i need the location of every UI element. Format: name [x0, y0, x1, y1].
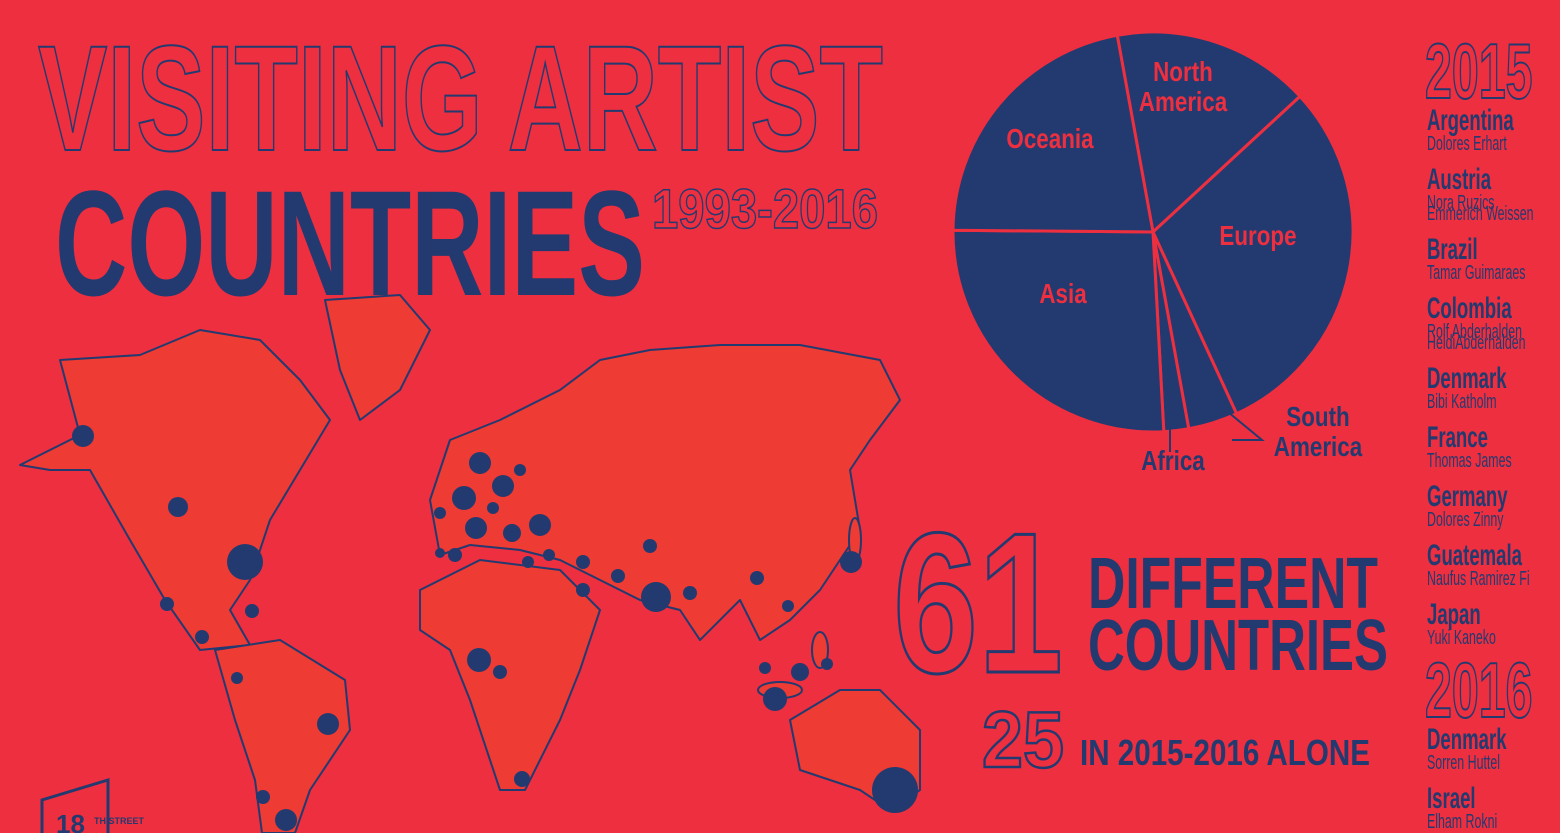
title-years: 1993-2016 [652, 177, 878, 240]
location-dot [611, 569, 625, 583]
title-line-1: VISITING ARTIST [38, 14, 883, 182]
pie-slice [951, 33, 1155, 234]
location-dot [160, 597, 174, 611]
location-dot [522, 556, 534, 568]
location-dot [763, 687, 787, 711]
artist-name: Elham Rokni [1427, 810, 1497, 833]
country-name: Austria [1427, 163, 1492, 197]
location-dot [452, 486, 476, 510]
location-dot [434, 507, 446, 519]
location-dot [195, 630, 209, 644]
africa [419, 559, 601, 791]
country-name: Guatemala [1427, 539, 1523, 573]
country-name: Denmark [1427, 723, 1507, 757]
location-dot [821, 658, 833, 670]
artist-name: Emmerich Weissen [1427, 202, 1533, 225]
artist-name: Dolores Zinny [1427, 508, 1504, 531]
location-dot [782, 600, 794, 612]
location-dot [469, 452, 491, 474]
logo-text: TH STREET [94, 816, 145, 826]
location-dot [487, 502, 499, 514]
location-dot [529, 514, 551, 536]
location-dot [245, 604, 259, 618]
pie-label: Africa [1141, 446, 1205, 477]
eurasia [429, 344, 901, 641]
artist-name: Thomas James [1427, 449, 1512, 472]
location-dot [231, 672, 243, 684]
pie-slice [951, 228, 1166, 434]
location-dot [643, 539, 657, 553]
stat-label-1: DIFFERENT [1088, 544, 1378, 624]
location-dot [492, 475, 514, 497]
country-name: Israel [1427, 782, 1476, 816]
artist-name: Yuki Kaneko [1427, 626, 1496, 649]
location-dot [227, 544, 263, 580]
pie-label: South America [1274, 402, 1363, 463]
pie-label: Europe [1219, 221, 1296, 252]
artist-name: HeidiAbderhalden [1427, 331, 1526, 354]
location-dot [683, 586, 697, 600]
country-name: Colombia [1427, 292, 1513, 326]
location-dot [465, 517, 487, 539]
pie-label: North America [1139, 57, 1228, 118]
pie-slice [1151, 94, 1355, 416]
country-name: France [1427, 421, 1488, 455]
location-dot [168, 497, 188, 517]
location-dot [750, 571, 764, 585]
logo: 18 TH STREET [40, 777, 145, 833]
stat-total: 61 [893, 492, 1063, 715]
artist-name: Rolf Abderhalden [1427, 320, 1522, 343]
location-dot [435, 548, 445, 558]
country-name: Argentina [1427, 104, 1515, 138]
location-dot [493, 665, 507, 679]
year-heading: 2015 [1425, 27, 1533, 115]
artist-name: Nora Ruzics [1427, 191, 1494, 214]
pie-label: Oceania [1006, 124, 1094, 155]
logo-number: 18 [56, 809, 85, 833]
country-name: Japan [1427, 598, 1481, 632]
greenland [324, 294, 431, 421]
location-dot [543, 549, 555, 561]
location-dot [872, 767, 918, 813]
location-dot [791, 663, 809, 681]
leader-line [1227, 411, 1265, 441]
world-map [19, 294, 921, 833]
location-dot [467, 648, 491, 672]
location-dot [759, 662, 771, 674]
artist-name: Sorren Huttel [1427, 751, 1500, 774]
logo-frame [40, 777, 110, 833]
location-dot [514, 771, 530, 787]
location-dot [576, 555, 590, 569]
stat-recent-label: IN 2015-2016 ALONE [1080, 732, 1370, 773]
location-dot [317, 713, 339, 735]
location-dot [256, 790, 270, 804]
artist-name: Naufus Ramirez Fi [1427, 567, 1530, 590]
location-dot [840, 551, 862, 573]
country-name: Germany [1427, 480, 1508, 514]
location-dot [275, 809, 297, 831]
location-dot [448, 548, 462, 562]
year-heading: 2016 [1425, 646, 1533, 734]
pie-label: Asia [1039, 279, 1087, 310]
artist-name: Tamar Guimaraes [1427, 261, 1525, 284]
location-dot [72, 425, 94, 447]
south-america [214, 639, 351, 833]
country-name: Denmark [1427, 362, 1507, 396]
artist-name: Bibi Katholm [1427, 390, 1497, 413]
pie-slice [1115, 30, 1303, 235]
country-name: Brazil [1427, 233, 1478, 267]
location-dot [514, 464, 526, 476]
artist-name: Dolores Erhart [1427, 132, 1507, 155]
location-dot [503, 524, 521, 542]
location-dot [576, 583, 590, 597]
location-dot [641, 582, 671, 612]
stat-recent: 25 [982, 695, 1064, 784]
stat-label-2: COUNTRIES [1088, 606, 1388, 686]
